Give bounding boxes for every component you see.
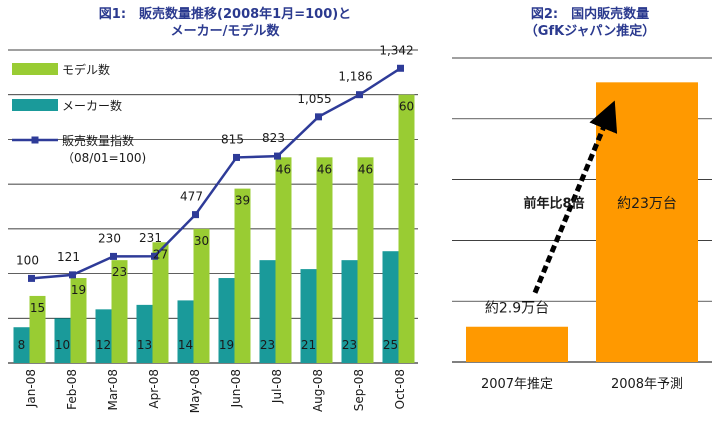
sales-index-label: 121 — [57, 250, 80, 264]
sales-index-label: 100 — [16, 253, 39, 267]
sales-volume-label: 約23万台 — [617, 196, 677, 212]
model-count-bar — [193, 228, 210, 363]
chart1-x-tick-label: Jun-08 — [229, 369, 243, 408]
maker-count-label: 25 — [383, 338, 398, 352]
model-count-label: 27 — [153, 247, 168, 261]
maker-count-label: 10 — [55, 338, 70, 352]
legend-label-model: モデル数 — [62, 62, 110, 77]
model-count-label: 23 — [112, 265, 127, 279]
sales-volume-bar — [596, 82, 698, 362]
chart1-x-tick-label: Sep-08 — [352, 369, 366, 411]
chart1-title-line1: 図1: 販売数量推移(2008年1月=100)と — [98, 7, 352, 22]
sales-index-label: 1,342 — [379, 43, 413, 57]
maker-count-bar — [95, 309, 112, 363]
chart1-title: 図1: 販売数量推移(2008年1月=100)と メーカー/モデル数 — [60, 6, 390, 40]
maker-count-bar — [218, 278, 235, 363]
maker-count-bar — [54, 318, 71, 363]
model-count-label: 30 — [194, 234, 209, 248]
model-count-label: 46 — [317, 162, 332, 176]
maker-count-label: 23 — [260, 338, 275, 352]
model-count-bar — [111, 260, 128, 363]
model-count-bar — [275, 157, 292, 363]
sales-index-marker — [192, 211, 199, 219]
chart1-title-line2: メーカー/モデル数 — [170, 24, 280, 39]
sales-index-marker — [233, 153, 240, 161]
sales-index-marker — [151, 252, 158, 260]
maker-count-bar — [341, 260, 358, 363]
sales-volume-bar — [466, 326, 568, 362]
legend-label-maker: メーカー数 — [62, 98, 122, 113]
maker-count-label: 12 — [96, 338, 111, 352]
legend-swatch-model — [12, 63, 58, 75]
maker-count-bar — [13, 327, 30, 363]
chart2-title-line2: （GfKジャパン推定） — [524, 24, 656, 39]
maker-count-bar — [177, 300, 194, 363]
chart2-title: 図2: 国内販売数量 （GfKジャパン推定） — [460, 6, 720, 40]
chart1-x-tick-label: Mar-08 — [106, 369, 120, 410]
sales-index-marker — [274, 152, 281, 160]
maker-count-label: 13 — [137, 338, 152, 352]
sales-index-marker — [28, 274, 35, 282]
model-count-label: 60 — [399, 100, 414, 114]
sales-volume-label: 約2.9万台 — [485, 301, 549, 317]
model-count-bar — [29, 295, 46, 363]
legend-swatch-maker — [12, 99, 58, 111]
sales-index-marker — [69, 271, 76, 279]
maker-count-label: 23 — [342, 338, 357, 352]
maker-count-bar — [300, 269, 317, 363]
model-count-label: 15 — [30, 301, 45, 315]
maker-count-label: 14 — [178, 338, 193, 352]
legend-marker-sales-index — [31, 136, 39, 144]
chart1-x-tick-label: Oct-08 — [393, 369, 407, 409]
chart1-x-tick-label: Jul-08 — [270, 369, 284, 404]
sales-index-line — [31, 67, 402, 280]
sales-index-marker — [315, 113, 322, 121]
model-count-bar — [398, 94, 415, 363]
maker-count-label: 19 — [219, 338, 234, 352]
chart1-x-tick-label: May-08 — [188, 369, 202, 413]
sales-index-marker — [397, 64, 404, 72]
legend-label-sales-index-base: （08/01=100) — [62, 151, 146, 165]
model-count-label: 46 — [358, 162, 373, 176]
model-count-bar — [316, 157, 333, 363]
maker-count-label: 21 — [301, 338, 316, 352]
maker-count-label: 8 — [18, 338, 26, 352]
chart2-title-line1: 図2: 国内販売数量 — [530, 7, 650, 22]
sales-index-marker — [110, 252, 117, 260]
growth-arrow — [532, 100, 618, 294]
model-count-label: 46 — [276, 162, 291, 176]
chart1-x-tick-label: Apr-08 — [147, 369, 161, 409]
sales-index-label: 231 — [139, 231, 162, 245]
sales-index-label: 823 — [262, 131, 285, 145]
chart2-x-tick-label: 2007年推定 — [481, 377, 553, 392]
legend-label-sales-index: 販売数量指数 — [62, 133, 134, 148]
chart2-x-tick-label: 2008年予測 — [611, 377, 683, 392]
model-count-label: 39 — [235, 194, 250, 208]
sales-index-marker — [356, 91, 363, 99]
model-count-label: 19 — [71, 283, 86, 297]
sales-index-label: 1,186 — [338, 70, 372, 84]
model-count-bar — [234, 188, 251, 363]
maker-count-bar — [136, 304, 153, 363]
sales-index-label: 1,055 — [297, 92, 331, 106]
chart1-x-tick-label: Feb-08 — [65, 369, 79, 410]
chart1-x-tick-label: Jan-08 — [24, 369, 38, 408]
growth-annotation: 前年比8倍 — [523, 196, 584, 212]
model-count-bar — [357, 157, 374, 363]
model-count-bar — [152, 242, 169, 363]
chart1-x-tick-label: Aug-08 — [311, 369, 325, 412]
maker-count-bar — [382, 251, 399, 363]
sales-index-label: 815 — [221, 132, 244, 146]
sales-index-label: 230 — [98, 231, 121, 245]
model-count-bar — [70, 278, 87, 363]
sales-index-label: 477 — [180, 190, 203, 204]
maker-count-bar — [259, 260, 276, 363]
